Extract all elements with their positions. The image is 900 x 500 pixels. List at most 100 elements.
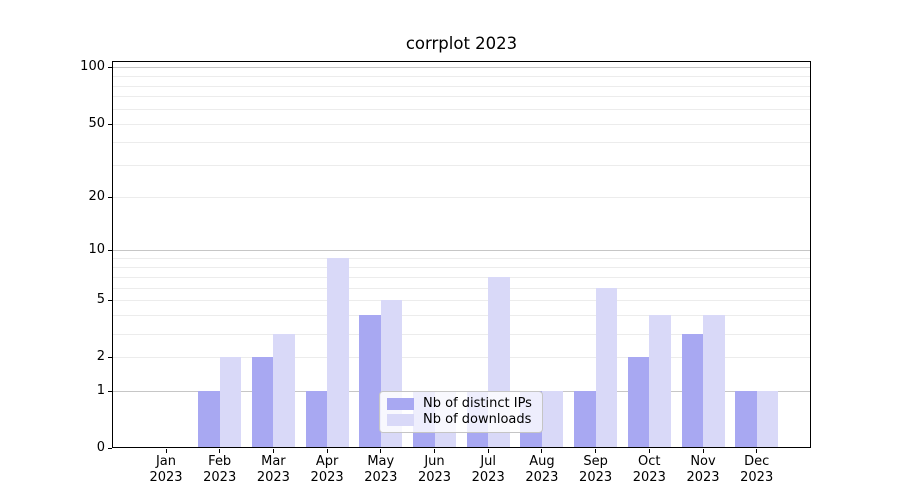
x-tick-jul: [487, 449, 489, 453]
y-tick-label-50: 50: [88, 115, 105, 131]
gridline-minor-50: [112, 123, 811, 125]
gridline-minor-7: [112, 276, 811, 278]
x-tick-label-may: May 2023: [349, 454, 413, 485]
y-tick-label-1: 1: [96, 382, 105, 398]
gridline-minor-20: [112, 196, 811, 198]
bar-sep-distinct-ips: [574, 390, 596, 448]
y-tick-20: [108, 196, 112, 198]
x-tick-year-jan: 2023: [149, 469, 183, 485]
bar-may-distinct-ips: [359, 315, 381, 448]
y-tick-label-0: 0: [96, 440, 105, 455]
x-tick-year-jun: 2023: [417, 469, 452, 485]
x-tick-label-feb: Feb 2023: [188, 454, 252, 485]
x-tick-jun: [434, 449, 435, 453]
x-tick-label-jul: Jul 2023: [456, 454, 520, 485]
gridline-minor-8: [112, 266, 811, 268]
x-tick-month-jun: Jun: [424, 454, 445, 469]
x-tick-year-nov: 2023: [686, 469, 720, 485]
bar-sep-downloads: [595, 287, 618, 448]
gridline-minor-30: [112, 164, 811, 166]
gridline-minor-90: [112, 75, 811, 77]
gridline-major-10: [112, 250, 811, 252]
x-tick-label-apr: Apr 2023: [295, 454, 359, 485]
bar-mar-distinct-ips: [251, 357, 274, 448]
bar-dec-distinct-ips: [735, 390, 757, 448]
x-tick-label-sep: Sep 2023: [564, 454, 628, 485]
legend: Nb of distinct IPs Nb of downloads: [379, 391, 543, 433]
gridline-minor-6: [112, 287, 811, 289]
bar-apr-downloads: [327, 258, 349, 448]
bar-feb-distinct-ips: [198, 390, 220, 448]
y-tick-50: [108, 123, 112, 125]
x-tick-apr: [326, 449, 328, 453]
bar-oct-distinct-ips: [627, 357, 650, 448]
y-tick-10: [108, 250, 112, 252]
legend-label-distinct-ips: Nb of distinct IPs: [423, 396, 532, 411]
y-tick-label-20: 20: [88, 188, 105, 204]
x-tick-month-may: May: [367, 454, 395, 469]
x-tick-sep: [595, 449, 597, 453]
bar-aug-downloads: [541, 390, 564, 448]
gridline-minor-9: [112, 258, 811, 260]
x-tick-mar: [272, 449, 274, 453]
gridline-minor-60: [112, 108, 811, 110]
x-tick-feb: [219, 449, 221, 453]
x-tick-year-jul: 2023: [471, 469, 505, 485]
x-tick-year-aug: 2023: [525, 469, 559, 485]
y-tick-label-10: 10: [88, 242, 105, 258]
x-tick-label-jan: Jan 2023: [134, 454, 198, 485]
plot-area: [112, 61, 811, 448]
x-tick-aug: [541, 449, 543, 453]
x-tick-dec: [756, 449, 758, 453]
x-tick-jan: [165, 449, 167, 453]
y-tick-0: [108, 448, 112, 449]
x-tick-year-mar: 2023: [256, 469, 290, 485]
x-tick-label-aug: Aug 2023: [510, 454, 574, 485]
legend-item-downloads: Nb of downloads: [387, 413, 534, 427]
x-tick-month-apr: Apr: [315, 454, 339, 469]
gridline-minor-40: [112, 141, 811, 143]
bar-mar-downloads: [273, 333, 295, 448]
bar-oct-downloads: [649, 315, 671, 448]
gridline-minor-70: [112, 96, 811, 98]
x-tick-oct: [648, 449, 650, 453]
y-tick-5: [108, 300, 112, 302]
x-tick-label-mar: Mar 2023: [241, 454, 305, 485]
x-tick-month-jan: Jan: [155, 454, 177, 469]
legend-item-distinct-ips: Nb of distinct IPs: [387, 397, 534, 411]
gridline-minor-80: [112, 85, 811, 87]
x-tick-month-mar: Mar: [261, 454, 286, 469]
x-tick-year-dec: 2023: [740, 469, 774, 485]
legend-swatch-distinct-ips: [387, 398, 414, 410]
x-tick-may: [380, 449, 382, 453]
gridline-minor-5: [112, 300, 811, 302]
x-tick-month-sep: Sep: [583, 454, 608, 469]
x-tick-month-nov: Nov: [690, 454, 716, 469]
bar-nov-downloads: [703, 315, 725, 448]
bar-nov-distinct-ips: [681, 333, 703, 448]
bar-dec-downloads: [756, 390, 779, 448]
x-tick-year-may: 2023: [364, 469, 398, 485]
gridline-minor-4: [112, 315, 811, 317]
x-tick-month-feb: Feb: [208, 454, 232, 469]
x-tick-label-jun: Jun 2023: [403, 454, 467, 485]
bar-apr-distinct-ips: [305, 390, 328, 448]
x-tick-month-oct: Oct: [638, 454, 661, 469]
x-tick-nov: [702, 449, 704, 453]
x-tick-label-oct: Oct 2023: [617, 454, 681, 485]
legend-label-downloads: Nb of downloads: [423, 412, 532, 427]
x-tick-label-nov: Nov 2023: [671, 454, 735, 485]
x-tick-year-sep: 2023: [579, 469, 613, 485]
x-tick-year-oct: 2023: [632, 469, 666, 485]
x-tick-month-jul: Jul: [480, 454, 497, 469]
y-tick-100: [108, 67, 112, 69]
legend-swatch-downloads: [387, 414, 414, 426]
y-tick-1: [108, 390, 112, 392]
bar-feb-downloads: [219, 357, 242, 448]
gridline-minor-2: [112, 357, 811, 359]
x-tick-year-apr: 2023: [310, 469, 344, 485]
x-tick-label-dec: Dec 2023: [725, 454, 789, 485]
gridline-minor-3: [112, 333, 811, 335]
y-tick-label-5: 5: [96, 292, 105, 308]
